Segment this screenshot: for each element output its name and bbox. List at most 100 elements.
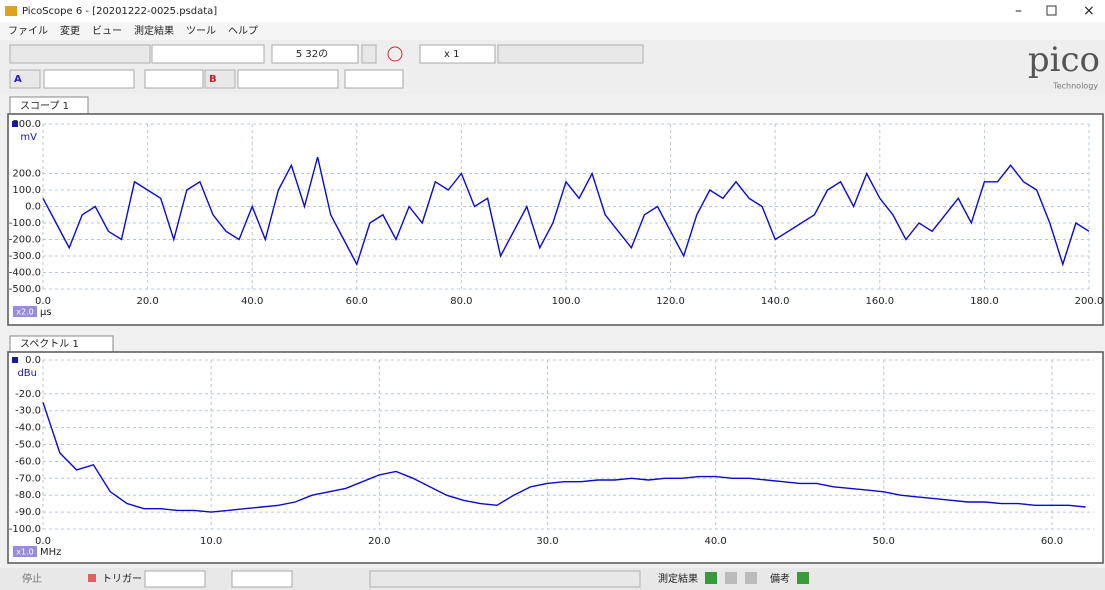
x-scale: x2.0: [16, 308, 33, 317]
x-tick-label: 180.0: [970, 296, 999, 307]
trigger-label: トリガー: [102, 573, 142, 585]
zoom-field[interactable]: [419, 44, 496, 64]
x-tick-label: 200.0: [1075, 296, 1104, 307]
trigger-controls[interactable]: [369, 570, 641, 588]
menu-item[interactable]: 測定結果: [134, 24, 174, 37]
y-tick-label: -90.0: [15, 507, 41, 518]
capture-field[interactable]: [271, 44, 359, 64]
y-tick-label: -200.0: [9, 235, 41, 246]
x-unit: MHz: [40, 547, 61, 558]
y-tick-label: 200.0: [12, 169, 41, 180]
channel-a-coupling[interactable]: [144, 69, 204, 89]
y-tick-label: -80.0: [15, 490, 41, 501]
x-tick-label: 40.0: [705, 536, 727, 547]
channel-b-coupling[interactable]: [344, 69, 404, 89]
y-tick-label: -100.0: [9, 218, 41, 229]
close-button[interactable]: ×: [1083, 3, 1095, 19]
x-tick-label: 160.0: [865, 296, 894, 307]
stop-button[interactable]: 停止: [22, 572, 42, 585]
x-scale: x1.0: [16, 548, 33, 557]
y-tick-label: -60.0: [15, 456, 41, 467]
window-title: PicoScope 6 - [20201222-0025.psdata]: [22, 6, 217, 17]
menu-item[interactable]: ビュー: [92, 25, 122, 37]
scope-tab-label: スコープ 1: [20, 100, 69, 112]
y-unit: dBu: [17, 368, 37, 379]
channel-b: B: [209, 74, 217, 85]
y-tick-label: -30.0: [15, 406, 41, 417]
x-tick-label: 20.0: [368, 536, 390, 547]
y-tick-label: -500.0: [9, 284, 41, 295]
x-tick-label: 40.0: [241, 296, 263, 307]
y-tick-label: -400.0: [9, 268, 41, 279]
spectrum-tab-label: スペクトル 1: [20, 338, 79, 350]
capture-dial[interactable]: [387, 46, 403, 62]
capture-next[interactable]: [361, 44, 377, 64]
y-tick-label: -100.0: [9, 524, 41, 535]
channel-b-button[interactable]: [204, 69, 236, 89]
menu: ファイル 変更 ビュー 測定結果 ツール ヘルプ: [8, 24, 258, 37]
menu-item[interactable]: ヘルプ: [228, 25, 258, 37]
logo-name: pico: [1028, 40, 1100, 80]
channel-marker: [12, 121, 18, 127]
zoom-level: x 1: [444, 49, 459, 60]
timebase-field[interactable]: [151, 44, 265, 64]
measurements-label: 測定結果: [658, 572, 698, 585]
edit-measurement[interactable]: [725, 572, 737, 584]
spectrum-panel: [7, 351, 1104, 564]
y-tick-label: -300.0: [9, 251, 41, 262]
notes-button[interactable]: [797, 572, 809, 584]
notes-label: 備考: [770, 573, 790, 585]
y-tick-label: -20.0: [15, 389, 41, 400]
logo-tagline: Technology: [1052, 82, 1098, 91]
trigger-source[interactable]: [231, 570, 293, 588]
add-measurement[interactable]: [705, 572, 717, 584]
y-unit: mV: [20, 132, 37, 143]
menu-bar: [0, 22, 1105, 40]
restore-button[interactable]: [1046, 5, 1057, 16]
y-tick-label: -40.0: [15, 423, 41, 434]
trace: [42, 402, 1086, 513]
x-scale-badge: [13, 546, 37, 557]
x-tick-label: 60.0: [346, 296, 368, 307]
title-bar: [0, 0, 1105, 22]
x-unit: μs: [40, 307, 52, 318]
x-tick-label: 0.0: [35, 536, 51, 547]
channel-b-range[interactable]: [237, 69, 339, 89]
x-tick-label: 80.0: [450, 296, 472, 307]
minimize-button[interactable]: –: [1015, 3, 1022, 19]
x-tick-label: 140.0: [761, 296, 790, 307]
y-tick-label: 0.0: [25, 202, 41, 213]
channel-marker: [12, 357, 18, 363]
y-tick-label: 0.0: [25, 355, 41, 366]
menu-item[interactable]: ファイル: [8, 26, 48, 37]
x-tick-label: 50.0: [873, 536, 895, 547]
channel-a-button[interactable]: [9, 69, 41, 89]
x-tick-label: 100.0: [552, 296, 581, 307]
y-tick-label: -70.0: [15, 473, 41, 484]
y-tick-label: 100.0: [12, 185, 41, 196]
stop-icon[interactable]: [88, 574, 96, 582]
channel-a: A: [14, 74, 22, 85]
tool-buttons[interactable]: [9, 44, 151, 64]
x-tick-label: 120.0: [656, 296, 685, 307]
delete-measurement[interactable]: [745, 572, 757, 584]
x-tick-label: 30.0: [536, 536, 558, 547]
x-tick-label: 60.0: [1041, 536, 1063, 547]
trace: [42, 156, 1090, 267]
x-tick-label: 10.0: [200, 536, 222, 547]
x-scale-badge: [13, 306, 37, 317]
trigger-mode[interactable]: [144, 570, 206, 588]
app-icon: [5, 6, 17, 16]
y-tick-label: -50.0: [15, 440, 41, 451]
channel-a-range[interactable]: [43, 69, 135, 89]
menu-item[interactable]: 変更: [60, 24, 80, 37]
zoom-tools[interactable]: [497, 44, 644, 64]
scope-panel: [7, 113, 1104, 326]
menu-item[interactable]: ツール: [186, 26, 216, 37]
capture-count: 5 32の: [296, 49, 328, 60]
x-tick-label: 20.0: [136, 296, 158, 307]
x-tick-label: 0.0: [35, 296, 51, 307]
y-tick-label: 500.0: [12, 119, 41, 130]
